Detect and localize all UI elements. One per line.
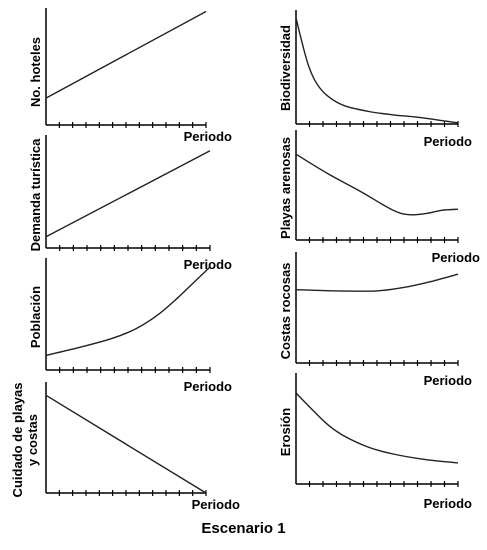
x-axis-label: Periodo <box>184 257 232 272</box>
y-axis-label: Costas rocosas <box>278 263 293 360</box>
chart-erosion: Periodo Erosión <box>278 373 472 511</box>
x-axis-label: Periodo <box>184 379 232 394</box>
y-axis-label: Cuidado de playasy costas <box>10 383 40 498</box>
y-axis-label: Demanda turística <box>28 138 43 251</box>
y-axis-label: No. hoteles <box>28 37 43 107</box>
series-line-erosion <box>295 392 459 464</box>
chart-costas-rocosas: Periodo Costas rocosas <box>278 252 472 388</box>
series-line-poblacion <box>45 266 211 357</box>
x-axis-label: Periodo <box>424 134 472 149</box>
figure-caption: Escenario 1 <box>201 520 286 537</box>
x-axis-label: Periodo <box>424 496 472 511</box>
series-line-cuidado-de-playas-y-costas <box>45 394 207 494</box>
x-axis-label: Periodo <box>424 373 472 388</box>
chart-demanda-turistica: Periodo Demanda turística <box>28 135 232 272</box>
series-line-playas-arenosas <box>295 153 459 216</box>
series-line-biodiversidad <box>295 17 459 124</box>
x-axis-label: Periodo <box>192 497 240 512</box>
y-axis-label: Biodiversidad <box>278 25 293 111</box>
series-line-demanda-turistica <box>45 150 211 238</box>
chart-no-hoteles: Periodo No. hoteles <box>28 8 232 144</box>
chart-playas-arenosas: Periodo Playas arenosas <box>278 130 480 265</box>
series-line-costas-rocosas <box>295 273 459 292</box>
x-axis-label: Periodo <box>184 129 232 144</box>
series-line-no-hoteles <box>45 10 207 99</box>
chart-cuidado-de-playas-y-costas: Periodo Cuidado de playasy costas <box>10 382 240 512</box>
y-axis-label: Población <box>28 286 43 348</box>
x-axis-label: Periodo <box>432 250 480 265</box>
chart-poblacion: Periodo Población <box>28 258 232 394</box>
chart-biodiversidad: Periodo Biodiversidad <box>278 10 472 149</box>
y-axis-label: Erosión <box>278 408 293 456</box>
y-axis-label: Playas arenosas <box>278 137 293 239</box>
